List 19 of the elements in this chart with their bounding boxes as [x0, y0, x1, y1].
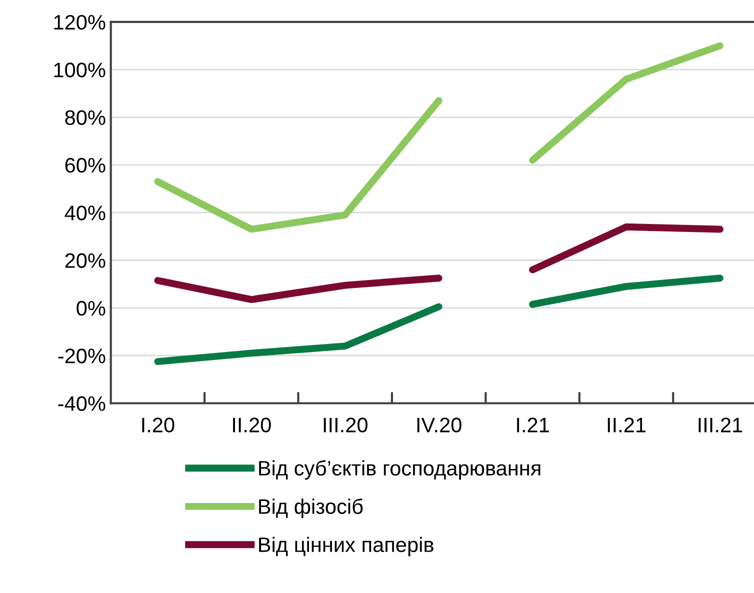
x-tick-label: III.21 — [698, 418, 742, 432]
x-tick-label: II.21 — [608, 418, 646, 432]
y-tick-label: 80% — [65, 110, 106, 126]
x-tick-label: III.20 — [324, 418, 368, 432]
x-tick-label: I.20 — [142, 418, 174, 432]
x-tick-label: II.20 — [233, 418, 271, 432]
legend-label: Від фізосіб — [259, 498, 363, 518]
y-tick-label: 100% — [54, 62, 106, 78]
y-tick-label: 120% — [54, 14, 106, 30]
y-tick-label: 20% — [65, 253, 106, 268]
y-tick-label: 0% — [76, 300, 106, 316]
y-tick-label: -20% — [58, 348, 106, 364]
x-tick-label: I.21 — [517, 418, 549, 432]
legend-label: Від цінних паперів — [259, 536, 434, 556]
x-tick-label: IV.20 — [417, 418, 462, 432]
y-tick-label: -40% — [58, 396, 106, 411]
legend-label: Від суб’єктів господарювання — [259, 460, 540, 480]
y-tick-label: 40% — [64, 206, 106, 220]
y-tick-label: 60% — [65, 158, 106, 173]
